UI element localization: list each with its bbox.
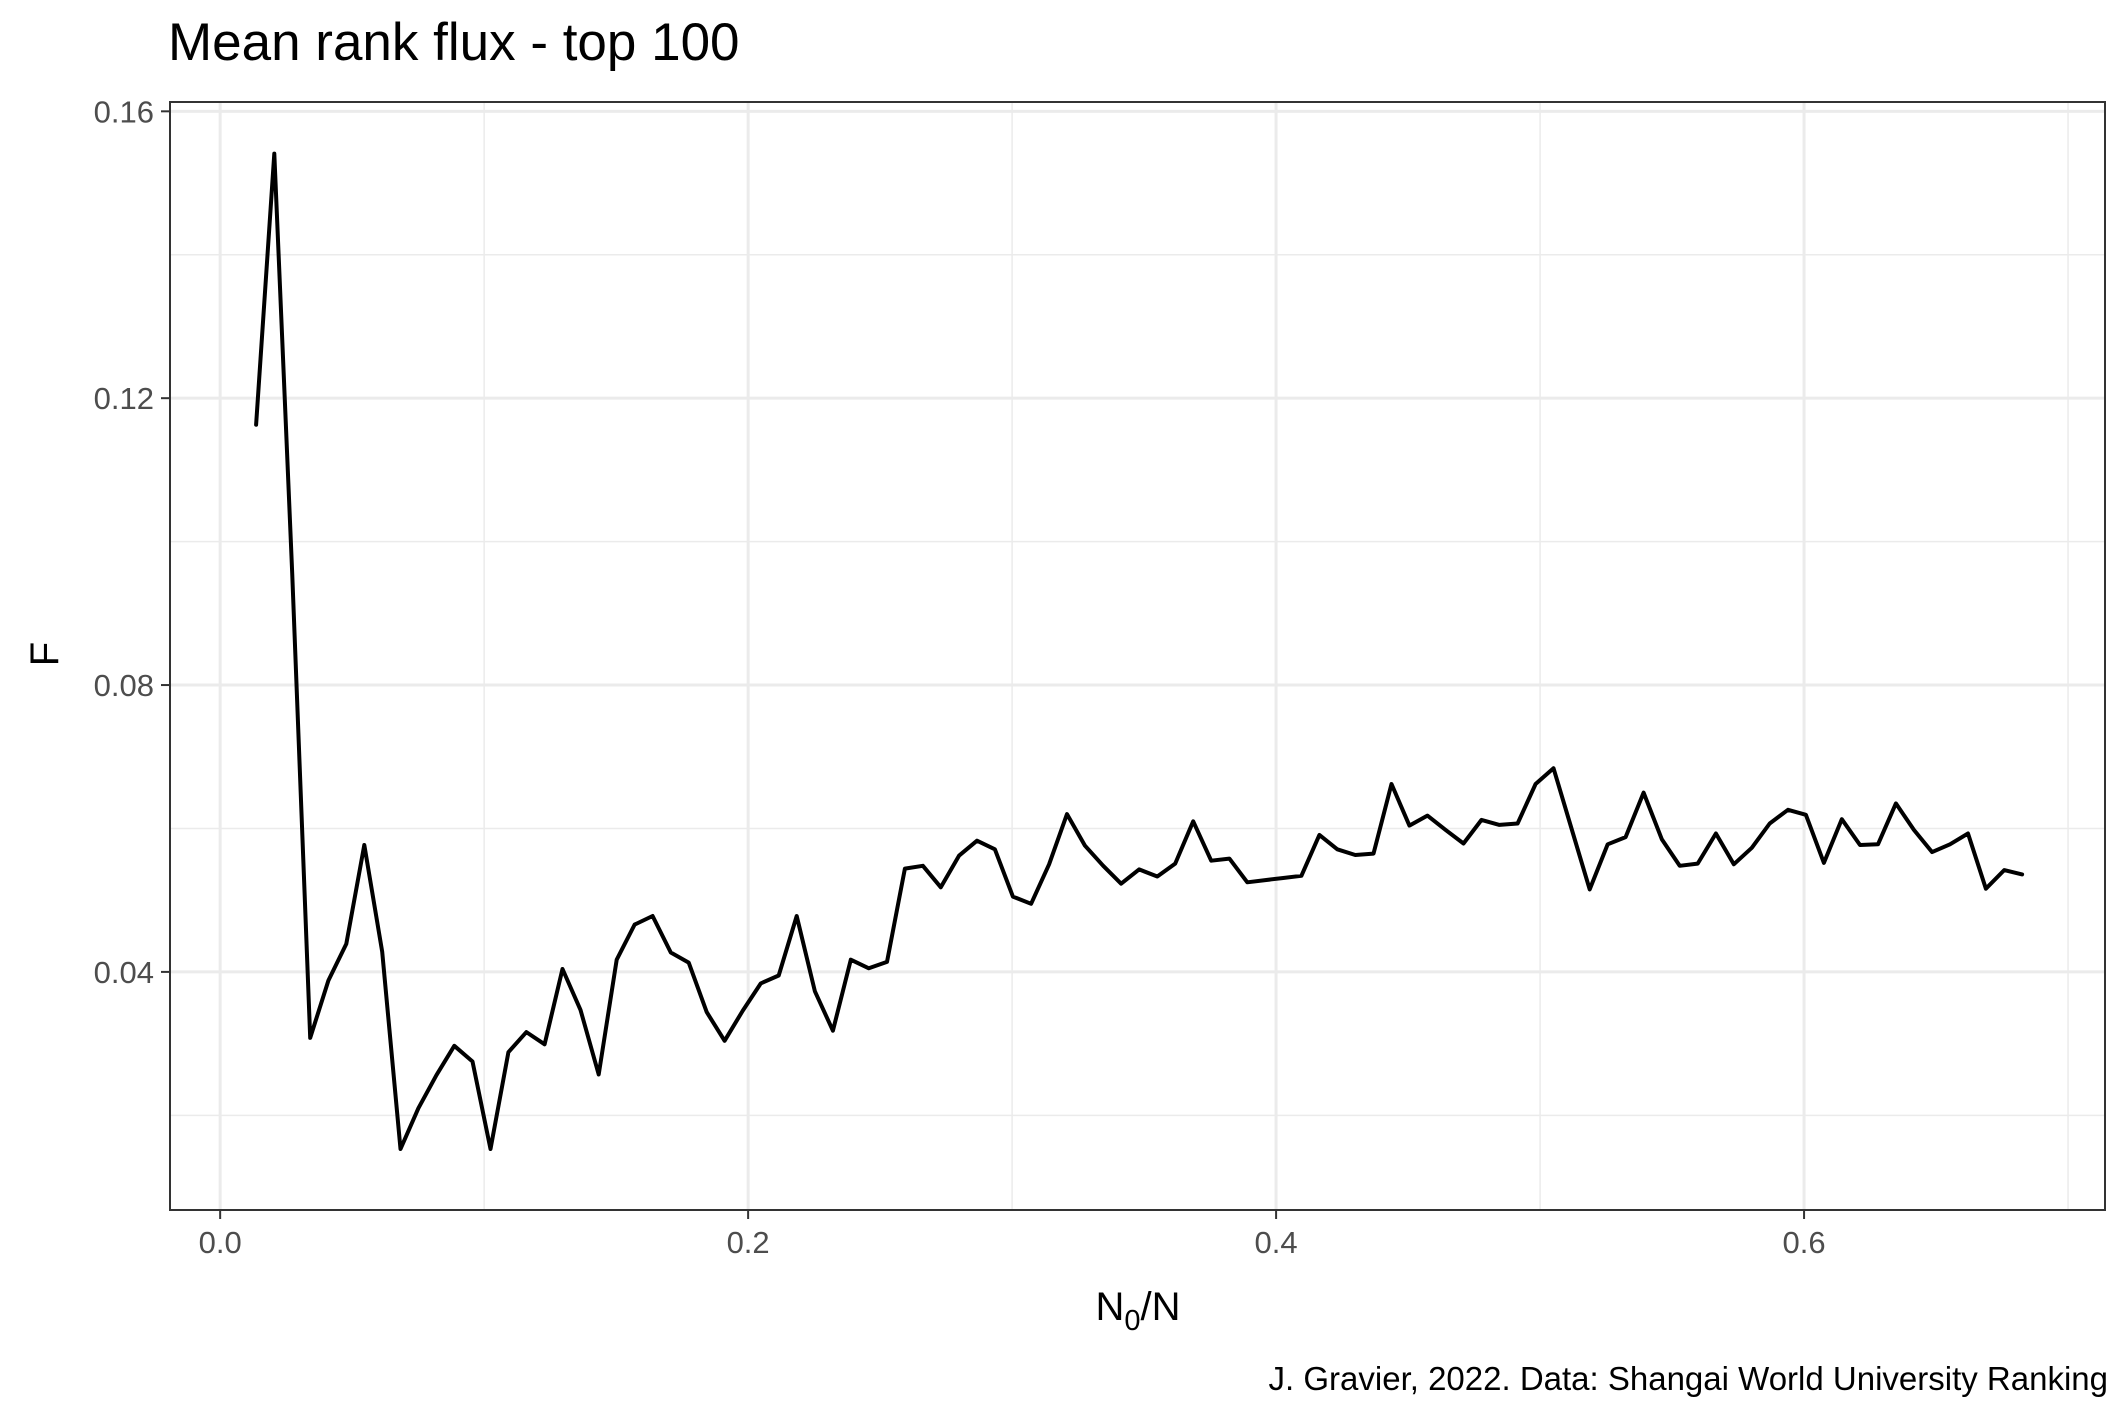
x-tick-label: 0.4	[1255, 1225, 1298, 1260]
minor-grid	[170, 102, 2105, 1210]
y-tick-label: 0.16	[94, 94, 154, 129]
chart-caption: J. Gravier, 2022. Data: Shangai World Un…	[1269, 1360, 2108, 1397]
x-tick-label: 0.2	[727, 1225, 770, 1260]
series-line	[254, 151, 2025, 1151]
y-tick-label: 0.04	[94, 955, 154, 990]
x-axis-title: N0/N	[1095, 1285, 1180, 1337]
y-tick-label: 0.08	[94, 668, 154, 703]
x-tick-label: 0.0	[199, 1225, 242, 1260]
y-tick-label: 0.12	[94, 381, 154, 416]
y-axis: 0.04 0.08 0.12 0.16	[94, 94, 170, 990]
chart-title: Mean rank flux - top 100	[168, 13, 740, 72]
major-grid	[170, 102, 2105, 1210]
y-axis-title: F	[23, 642, 67, 666]
x-axis: 0.0 0.2 0.4 0.6	[199, 1210, 1826, 1260]
x-tick-label: 0.6	[1783, 1225, 1826, 1260]
plot-panel-border	[169, 101, 2106, 1211]
